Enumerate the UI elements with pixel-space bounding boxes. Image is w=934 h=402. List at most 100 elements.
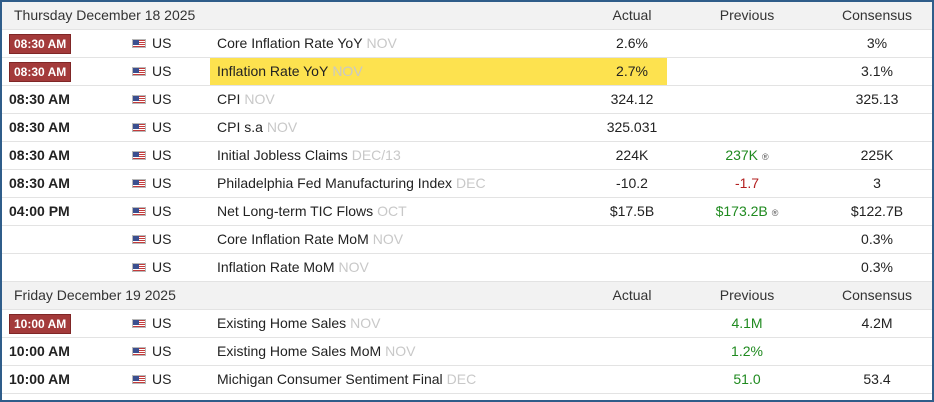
calendar-event-row[interactable]: US Core Inflation Rate MoM NOV 0.3% (2, 226, 932, 254)
column-header-consensus: Consensus (841, 7, 913, 23)
calendar-event-row[interactable]: 10:00 AM US Existing Home Sales MoM NOV 1.2% (2, 338, 932, 366)
calendar-event-row[interactable]: 04:00 PM US Net Long-term TIC Flows OCT $17.… (2, 198, 932, 226)
actual-value (582, 254, 682, 281)
actual-value (582, 310, 682, 337)
country-code: US (152, 371, 172, 387)
event-time-label: 10:00 AM (9, 343, 70, 359)
calendar-event-row[interactable]: 08:30 AM US CPI NOV 324.12 325.13 (2, 86, 932, 114)
date-header-row: Thursday December 18 2025 Actual Previous C… (2, 2, 932, 30)
event-period: OCT (377, 203, 407, 219)
event-name-link[interactable]: Core Inflation Rate YoY (217, 35, 363, 51)
event-time-label: 08:30 AM (9, 147, 70, 163)
us-flag-icon (132, 254, 152, 281)
flag-graphic (132, 39, 146, 48)
calendar-event-row[interactable]: 10:00 AM US Existing Home Sales NOV 4.1M 4.2M (2, 310, 932, 338)
consensus-value: 53.4 (863, 371, 891, 387)
consensus-value: 225K (860, 147, 894, 163)
event-name-link[interactable]: Existing Home Sales (217, 315, 347, 331)
event-name-link[interactable]: Initial Jobless Claims (217, 147, 348, 163)
consensus-value: 0.3% (861, 259, 893, 275)
calendar-event-row[interactable]: 08:30 AM US CPI s.a NOV 325.031 (2, 114, 932, 142)
event-name-cell[interactable]: Initial Jobless Claims DEC/13 (210, 142, 667, 169)
previous-value: -1.7 (734, 175, 760, 191)
calendar-event-row[interactable]: 08:30 AM US Initial Jobless Claims DEC/13 22… (2, 142, 932, 170)
event-time: 08:30 AM (9, 86, 119, 113)
event-name-cell[interactable]: Inflation Rate YoY NOV (210, 58, 667, 85)
event-name-link[interactable]: Inflation Rate MoM (217, 259, 335, 275)
flag-graphic (132, 319, 146, 328)
actual-value: 224K (615, 147, 649, 163)
event-period: NOV (266, 119, 298, 135)
event-name-cell[interactable]: Core Inflation Rate MoM NOV (210, 226, 667, 253)
event-name-link[interactable]: Inflation Rate YoY (217, 63, 329, 79)
event-name-link[interactable]: CPI s.a (217, 119, 263, 135)
event-period: NOV (372, 231, 404, 247)
event-name-cell[interactable]: Philadelphia Fed Manufacturing Index DEC (210, 170, 667, 197)
us-flag-icon (132, 86, 152, 113)
event-period: DEC (446, 371, 477, 387)
event-time: 08:30 AM (9, 170, 119, 197)
event-time: 08:30 AM (9, 30, 119, 57)
event-time (9, 254, 119, 281)
event-name-cell[interactable]: Michigan Consumer Sentiment Final DEC (210, 366, 667, 393)
flag-graphic (132, 123, 146, 132)
event-name-cell[interactable]: CPI s.a NOV (210, 114, 667, 141)
previous-value-cell: 4.1M (697, 310, 797, 337)
event-name-link[interactable]: Core Inflation Rate MoM (217, 231, 369, 247)
country-code: US (152, 63, 172, 79)
event-period: NOV (244, 91, 275, 107)
consensus-value: 0.3% (861, 231, 893, 247)
calendar-event-row[interactable]: 08:30 AM US Core Inflation Rate YoY NOV 2.6%… (2, 30, 932, 58)
event-time-label: 08:30 AM (9, 175, 70, 191)
event-time: 10:00 AM (9, 310, 119, 337)
actual-value: 324.12 (610, 91, 654, 107)
event-name-cell[interactable]: Core Inflation Rate YoY NOV (210, 30, 667, 57)
event-time-label: 04:00 PM (9, 203, 70, 219)
us-flag-icon (132, 338, 152, 365)
event-time: 04:00 PM (9, 198, 119, 225)
previous-value-cell (697, 30, 797, 57)
us-flag-icon (132, 310, 152, 337)
event-time (9, 226, 119, 253)
previous-value-cell (697, 114, 797, 141)
date-header: Friday December 19 2025 (14, 287, 176, 303)
us-flag-icon (132, 170, 152, 197)
column-header-consensus: Consensus (841, 287, 913, 303)
event-period: DEC (456, 175, 486, 191)
event-name-cell[interactable]: Existing Home Sales NOV (210, 310, 667, 337)
event-name-link[interactable]: Michigan Consumer Sentiment Final (217, 371, 443, 387)
event-name-cell[interactable]: Existing Home Sales MoM NOV (210, 338, 667, 365)
previous-value-cell: 237K ® (697, 142, 797, 169)
us-flag-icon (132, 58, 152, 85)
consensus-value: 325.13 (855, 91, 899, 107)
event-name-cell[interactable]: Net Long-term TIC Flows OCT (210, 198, 667, 225)
previous-value: 4.1M (731, 315, 763, 331)
consensus-value (827, 338, 927, 365)
us-flag-icon (132, 142, 152, 169)
consensus-value: 3% (866, 35, 888, 51)
us-flag-icon (132, 30, 152, 57)
us-flag-icon (132, 114, 152, 141)
event-name-link[interactable]: Existing Home Sales MoM (217, 343, 382, 359)
country-code: US (152, 343, 172, 359)
actual-value: $17.5B (609, 203, 655, 219)
calendar-event-row[interactable]: 10:00 AM US Michigan Consumer Sentiment Fi… (2, 366, 932, 394)
actual-value: -10.2 (616, 175, 648, 191)
event-name-cell[interactable]: Inflation Rate MoM NOV (210, 254, 667, 281)
flag-graphic (132, 95, 146, 104)
event-name-cell[interactable]: CPI NOV (210, 86, 667, 113)
previous-value: $173.2B (715, 203, 768, 219)
event-name-link[interactable]: Philadelphia Fed Manufacturing Index (217, 175, 453, 191)
calendar-event-row[interactable]: 08:30 AM US Inflation Rate YoY NOV 2.7% 3.1% (2, 58, 932, 86)
calendar-event-row[interactable]: US Inflation Rate MoM NOV 0.3% (2, 254, 932, 282)
date-header: Thursday December 18 2025 (14, 7, 196, 23)
calendar-event-row[interactable]: 08:30 AM US Philadelphia Fed Manufacturing… (2, 170, 932, 198)
column-header-previous: Previous (719, 7, 775, 23)
country-code: US (152, 203, 172, 219)
consensus-value (827, 114, 927, 141)
flag-graphic (132, 375, 146, 384)
event-name-link[interactable]: CPI (217, 91, 241, 107)
event-name-link[interactable]: Net Long-term TIC Flows (217, 203, 374, 219)
consensus-value: 3.1% (861, 63, 893, 79)
